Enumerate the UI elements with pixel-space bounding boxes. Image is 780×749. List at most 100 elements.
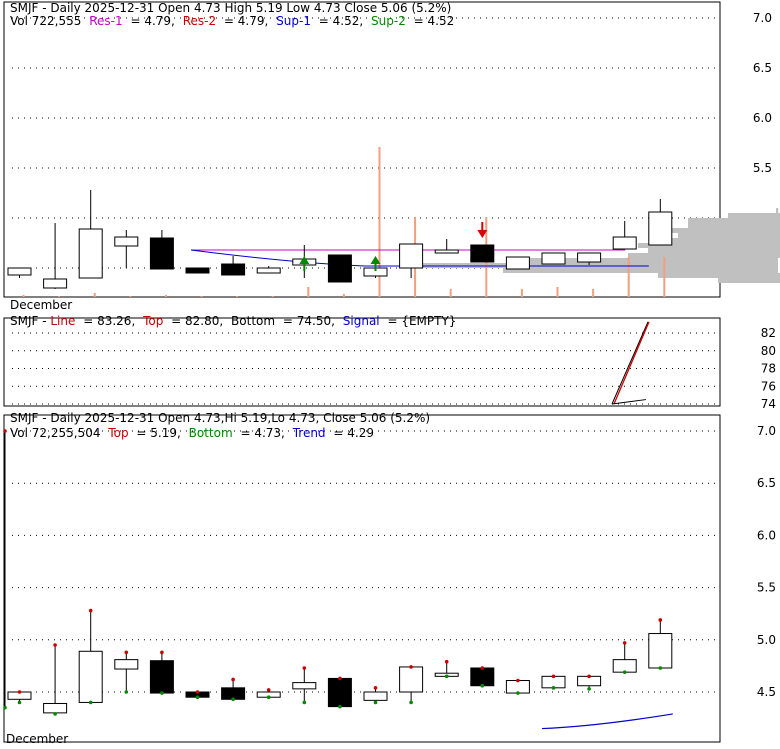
high-marker — [551, 674, 556, 679]
sell-arrow — [477, 230, 488, 238]
candle-body — [43, 278, 68, 289]
high-marker — [658, 618, 663, 622]
high-marker — [622, 641, 627, 645]
candle-body — [648, 633, 673, 669]
trend-grid — [12, 430, 720, 693]
trend-value: = 4.29 — [333, 426, 374, 440]
indicator-tick-label: 80 — [761, 344, 776, 358]
low-marker — [302, 700, 307, 705]
volume-profile-bar — [776, 208, 779, 213]
high-marker — [195, 690, 200, 694]
candle-body — [505, 256, 530, 270]
trend-x-label: December — [6, 732, 68, 745]
candle-body — [221, 263, 246, 276]
trend-lines — [3, 429, 673, 730]
top-value: = 82.80, — [171, 314, 223, 328]
high-marker — [338, 676, 342, 681]
low-marker — [17, 700, 22, 705]
price-tick-label: 6.5 — [753, 61, 772, 75]
price-panel-frame — [3, 1, 721, 298]
signal-arrows — [299, 222, 488, 271]
candle-body — [292, 682, 317, 690]
low-marker — [88, 700, 93, 705]
candle-body — [363, 691, 388, 701]
trend-tick-label: 6.0 — [757, 528, 776, 542]
candle-body — [399, 243, 424, 269]
signal-value: = {EMPTY} — [387, 314, 456, 328]
indicator-tick-label: 76 — [761, 379, 776, 393]
candle-body — [399, 666, 424, 693]
high-marker — [231, 677, 235, 682]
high-marker — [124, 650, 129, 655]
volume-profile — [415, 208, 780, 283]
trend-y-axis: 7.0 6.5 6.0 5.5 5.0 4.5 — [757, 424, 776, 699]
price-panel-legend: Vol 722,555 Res-1 = 4.79, Res-2 = 4.79, … — [10, 14, 454, 28]
sup2-value: = 4.52 — [414, 14, 455, 28]
volume-profile-bar — [503, 268, 778, 273]
price-tick-label: 7.0 — [753, 11, 772, 25]
high-marker — [266, 688, 271, 692]
volume-profile-bar — [648, 248, 780, 253]
trend-tick-label: 4.5 — [757, 685, 776, 699]
trend-tick-label: 5.5 — [757, 581, 776, 595]
low-marker — [480, 683, 485, 688]
trend-left-high — [3, 429, 7, 433]
volume-profile-bar — [638, 243, 780, 248]
trend-panel-frame — [3, 414, 721, 743]
volume-profile-bar — [688, 218, 780, 223]
indicator-bottom-line — [611, 399, 647, 405]
volume-profile-bar — [678, 233, 780, 238]
volume-profile-bar — [658, 273, 780, 278]
price-tick-label: 6.0 — [753, 111, 772, 125]
trend-top-label: Top — [107, 426, 128, 440]
low-marker — [516, 691, 520, 695]
indicator-grid — [12, 332, 720, 405]
sup1-label: Sup-1 — [276, 14, 311, 28]
low-marker — [195, 695, 200, 700]
indicator-line-shadow — [611, 321, 649, 405]
buy-arrow — [299, 256, 310, 264]
low-marker — [587, 687, 591, 691]
sup2-label: Sup-2 — [371, 14, 406, 28]
low-marker — [160, 691, 164, 695]
low-marker — [124, 690, 129, 694]
trend-tick-label: 5.0 — [757, 633, 776, 647]
candle-body — [505, 680, 530, 694]
candle-body — [78, 228, 103, 279]
high-marker — [17, 690, 22, 694]
candle-body — [114, 659, 139, 670]
high-marker — [480, 666, 485, 670]
trend-panel: 7.0 6.5 6.0 5.5 5.0 4.5 SMJF - Daily 2025-12-… — [3, 411, 776, 746]
low-marker — [658, 666, 663, 670]
low-marker — [266, 695, 271, 700]
price-candles — [7, 190, 673, 289]
trend-left-low — [3, 705, 7, 710]
candle-body — [577, 252, 602, 263]
price-x-label: December — [10, 298, 72, 312]
low-marker — [551, 686, 556, 690]
line-value: = 83.26, — [83, 314, 135, 328]
high-marker — [409, 665, 413, 669]
candle-body — [648, 211, 673, 246]
trend-bottom-label: Bottom — [189, 426, 233, 440]
signal-label: Signal — [343, 314, 380, 328]
trend-line — [541, 713, 673, 730]
high-marker — [302, 666, 307, 670]
buy-arrow — [370, 256, 381, 264]
res1-label: Res-1 — [89, 14, 122, 28]
low-marker — [231, 697, 235, 702]
volume-profile-bar — [688, 223, 780, 228]
volume-text: Vol 722,555 — [10, 14, 81, 28]
candle-body — [541, 252, 566, 265]
bottom-value: = 74.50, — [283, 314, 335, 328]
line-label: Line — [50, 314, 75, 328]
high-marker — [587, 674, 591, 679]
candle-body — [114, 236, 139, 247]
trend-top-value: = 5.19, — [136, 426, 180, 440]
volume-profile-bar — [514, 258, 778, 263]
volume-profile-bar — [668, 228, 780, 233]
candle-body — [434, 249, 459, 254]
volume-profile-bar — [628, 253, 780, 258]
indicator-tick-label: 74 — [761, 397, 776, 411]
